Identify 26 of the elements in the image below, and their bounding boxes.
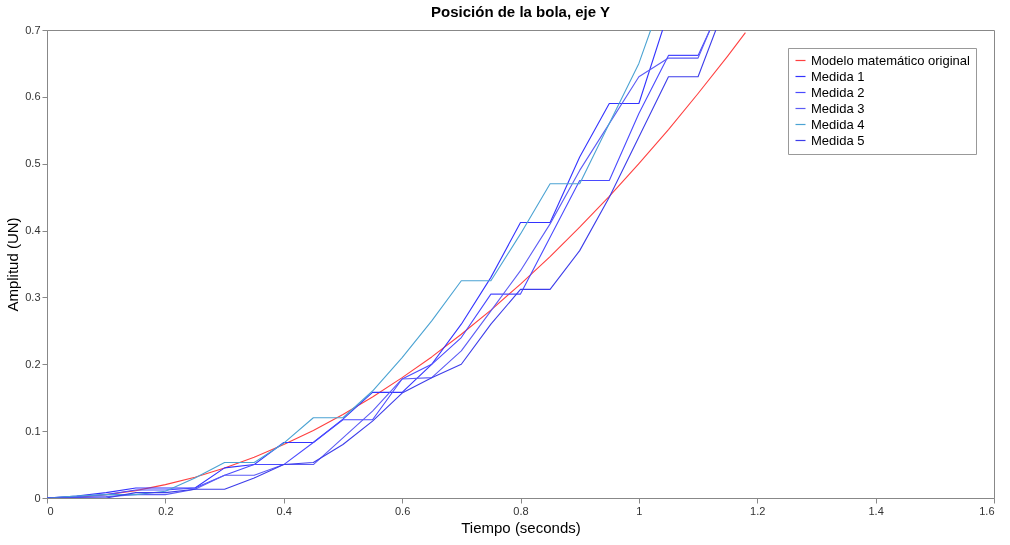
x-tick-label: 1.4 [868, 504, 884, 517]
x-tick-label: 0.2 [158, 504, 174, 517]
legend-label: Medida 3 [811, 100, 865, 116]
y-tick-label: 0.7 [25, 23, 41, 36]
x-tick-label: 0.6 [394, 504, 411, 517]
legend-label: Modelo matemático original [811, 52, 971, 68]
y-tick-label: 0.2 [25, 357, 41, 370]
y-tick-label: 0.5 [25, 157, 41, 170]
x-tick-label: 1.6 [979, 504, 995, 517]
x-tick-label: 0.4 [276, 504, 292, 517]
y-tick-label: 0.3 [25, 290, 41, 303]
chart-title: Posición de la bola, eje Y [431, 3, 610, 20]
y-tick-label: 0.1 [25, 424, 41, 437]
y-tick-label: 0 [34, 491, 41, 504]
legend-label: Medida 4 [811, 116, 865, 132]
y-tick-label: 0.6 [25, 90, 41, 103]
x-tick-label: 1.2 [750, 504, 766, 517]
legend-label: Medida 5 [811, 132, 865, 148]
legend-label: Medida 1 [811, 68, 865, 84]
legend-label: Medida 2 [811, 84, 865, 100]
y-axis-title: Amplitud (UN) [4, 217, 22, 312]
x-tick-label: 1 [636, 504, 643, 517]
x-tick-label: 0.8 [513, 504, 529, 517]
y-tick-label: 0.4 [25, 224, 41, 237]
x-tick-label: 0 [47, 504, 54, 517]
x-axis-title: Tiempo (seconds) [461, 518, 581, 536]
